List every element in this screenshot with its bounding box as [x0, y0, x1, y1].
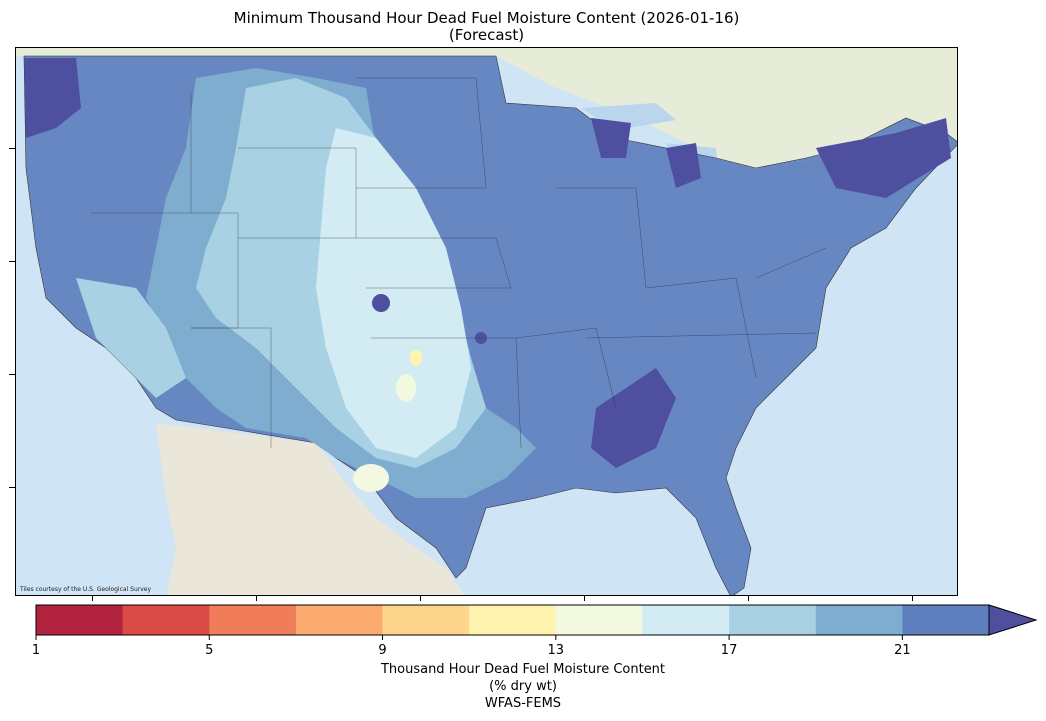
- colorbar-bin: [555, 605, 643, 635]
- colorbar-tick-label: 1: [31, 643, 41, 658]
- moisture-patch-23-plus: [666, 143, 701, 188]
- tile-attribution: Tiles courtesy of the U.S. Geological Su…: [20, 586, 152, 593]
- colorbar-tick-label: 13: [547, 643, 565, 658]
- lake-superior: [581, 103, 676, 130]
- canada-land: [16, 48, 957, 168]
- map-title: Minimum Thousand Hour Dead Fuel Moisture…: [233, 9, 740, 27]
- moisture-patch-13-15: [396, 374, 416, 402]
- colorbar-frame: [35, 604, 990, 636]
- colorbar: [35, 604, 1038, 640]
- colorbar-tick-label: 9: [378, 643, 387, 658]
- map-subtitle: (Forecast): [448, 26, 525, 44]
- moisture-region-15-17: [316, 128, 471, 458]
- colorbar-bin: [815, 605, 903, 635]
- moisture-patch-23-plus: [591, 118, 631, 158]
- moisture-patch-23-plus: [24, 58, 81, 138]
- fuel-moisture-map[interactable]: [16, 48, 958, 596]
- x-tick: [420, 596, 421, 601]
- colorbar-tick-label: 5: [205, 643, 214, 658]
- colorbar-bin: [642, 605, 730, 635]
- y-tick: [9, 261, 15, 262]
- moisture-patch-11-13: [410, 350, 422, 366]
- colorbar-tick-label: 21: [894, 643, 911, 658]
- colorbar-bin: [295, 605, 384, 635]
- colorbar-source: WFAS-FEMS: [484, 696, 562, 711]
- map-panel[interactable]: Tiles courtesy of the U.S. Geological Su…: [15, 47, 958, 596]
- colorbar-bin: [122, 605, 210, 635]
- colorbar-bin: [36, 605, 124, 635]
- mexico-land: [156, 423, 465, 595]
- colorbar-bin: [902, 605, 990, 635]
- colorbar-extend-arrow: [988, 604, 1038, 636]
- colorbar-bin: [209, 605, 297, 635]
- moisture-patch-23-plus: [591, 368, 676, 468]
- moisture-patch-23-plus: [372, 294, 390, 312]
- colorbar-bin: [729, 605, 817, 635]
- y-tick: [9, 487, 15, 488]
- state-boundaries: [91, 77, 827, 449]
- x-tick: [748, 596, 749, 601]
- colorbar-label: Thousand Hour Dead Fuel Moisture Content: [380, 662, 666, 677]
- x-tick: [92, 596, 93, 601]
- moisture-patch-13-15: [353, 464, 389, 492]
- colorbar-bin: [469, 605, 557, 635]
- moisture-patch-23-plus: [816, 118, 951, 198]
- moisture-region-west-coast: [76, 278, 186, 398]
- y-tick: [9, 148, 15, 149]
- colorbar-bin: [382, 605, 470, 635]
- colorbar-units: (% dry wt): [489, 679, 557, 694]
- x-tick: [912, 596, 913, 601]
- x-tick: [256, 596, 257, 601]
- colorbar-tick-label: 17: [720, 643, 738, 658]
- x-tick: [584, 596, 585, 601]
- y-tick: [9, 374, 15, 375]
